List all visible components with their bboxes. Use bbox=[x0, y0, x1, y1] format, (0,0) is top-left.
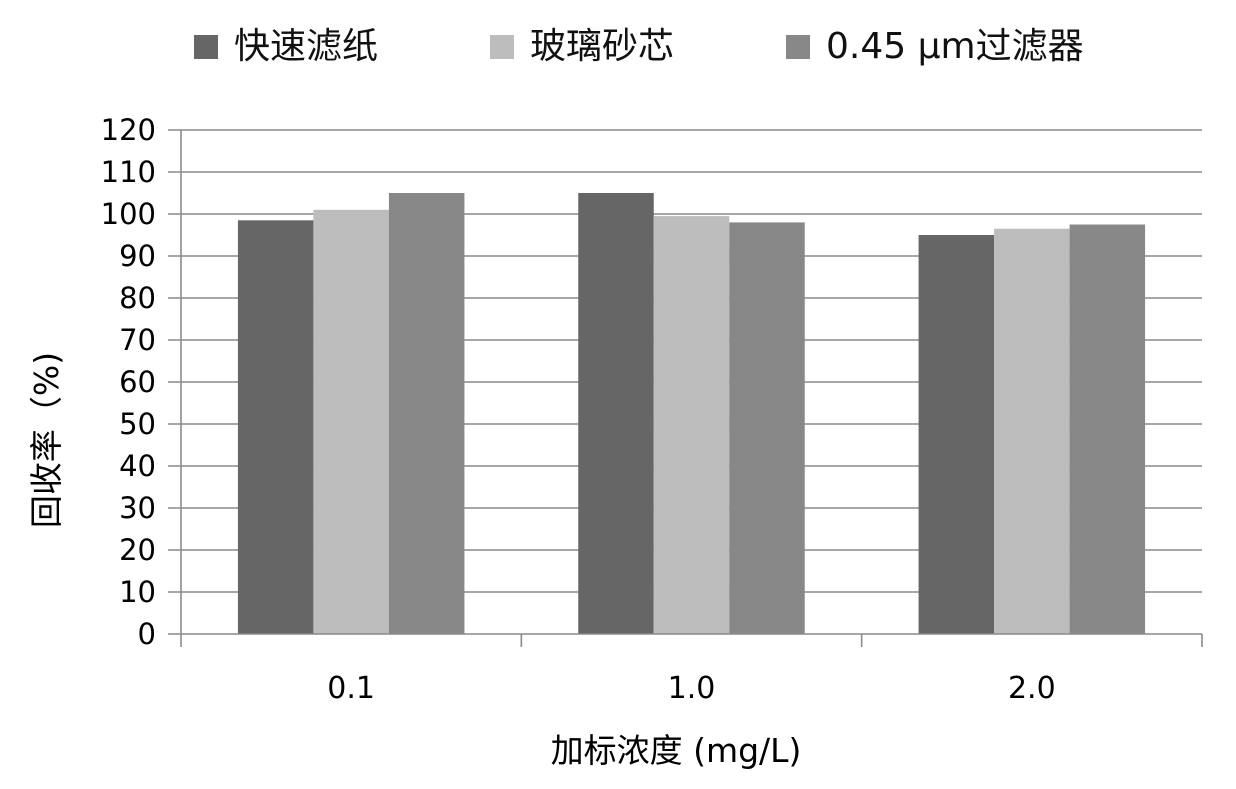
y-tick-label: 80 bbox=[119, 281, 156, 315]
x-tick-labels: 0.1 1.0 2.0 bbox=[327, 671, 1055, 706]
legend: 快速滤纸 玻璃砂芯 0.45 μm过滤器 bbox=[0, 22, 1236, 72]
axes bbox=[168, 130, 1203, 647]
y-tick-label: 10 bbox=[119, 575, 156, 609]
x-axis-title: 加标浓度 (mg/L) bbox=[551, 731, 802, 770]
legend-item-series-1: 快速滤纸 bbox=[194, 22, 378, 72]
legend-swatch-series-2 bbox=[490, 35, 514, 59]
x-tick-label: 1.0 bbox=[668, 671, 716, 706]
y-axis-title: 回收率（%) bbox=[27, 352, 66, 528]
bar bbox=[388, 193, 465, 634]
bar bbox=[729, 222, 805, 634]
y-tick-label: 90 bbox=[119, 239, 156, 273]
bar bbox=[313, 209, 389, 635]
y-tick-label: 30 bbox=[119, 491, 156, 525]
bar bbox=[653, 216, 730, 634]
y-tick-labels: 0 10 20 30 40 50 60 70 80 90 100 110 120 bbox=[101, 113, 156, 651]
legend-swatch-series-1 bbox=[194, 35, 218, 59]
y-tick-label: 60 bbox=[119, 365, 156, 399]
y-tick-label: 0 bbox=[138, 617, 156, 651]
legend-label-series-2: 玻璃砂芯 bbox=[530, 26, 675, 67]
x-tick-label: 0.1 bbox=[327, 671, 375, 706]
legend-swatch-series-3 bbox=[786, 35, 810, 59]
x-tick-label: 2.0 bbox=[1008, 671, 1056, 706]
bar bbox=[237, 220, 314, 635]
bar bbox=[1069, 224, 1146, 634]
y-tick-label: 100 bbox=[101, 197, 156, 231]
y-tick-label: 40 bbox=[119, 449, 156, 483]
y-tick-label: 110 bbox=[101, 155, 156, 189]
legend-item-series-2: 玻璃砂芯 bbox=[490, 22, 674, 72]
legend-label-series-1: 快速滤纸 bbox=[234, 26, 379, 67]
legend-label-series-3: 0.45 μm过滤器 bbox=[826, 26, 1084, 67]
y-tick-label: 20 bbox=[119, 533, 156, 567]
legend-item-series-3: 0.45 μm过滤器 bbox=[786, 22, 1084, 72]
y-tick-label: 50 bbox=[119, 407, 156, 441]
y-tick-label: 120 bbox=[101, 113, 156, 147]
bar bbox=[918, 235, 995, 634]
bars bbox=[237, 193, 1146, 635]
bar bbox=[994, 228, 1070, 634]
bar bbox=[578, 193, 654, 634]
y-tick-label: 70 bbox=[119, 323, 156, 357]
